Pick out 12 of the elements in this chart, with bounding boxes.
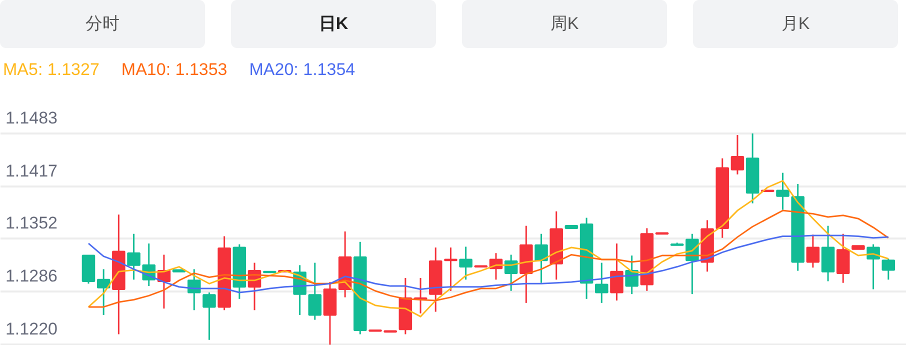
text: 月K (693, 0, 898, 48)
text: MA10: 1.1353 (121, 59, 228, 81)
text: MA5: 1.1327 (3, 59, 100, 81)
text: 日K (231, 0, 436, 48)
y-tick-label: 1.1417 (5, 161, 58, 180)
text: 分时 (0, 0, 205, 48)
y-tick-label: 1.1220 (5, 320, 58, 339)
y-tick-label: 1.1352 (5, 214, 58, 233)
y-tick-label: 1.1286 (5, 266, 58, 286)
y-tick-label: 1.1483 (5, 108, 58, 128)
text: 周K (462, 0, 667, 48)
text: MA20: 1.1354 (249, 59, 356, 81)
